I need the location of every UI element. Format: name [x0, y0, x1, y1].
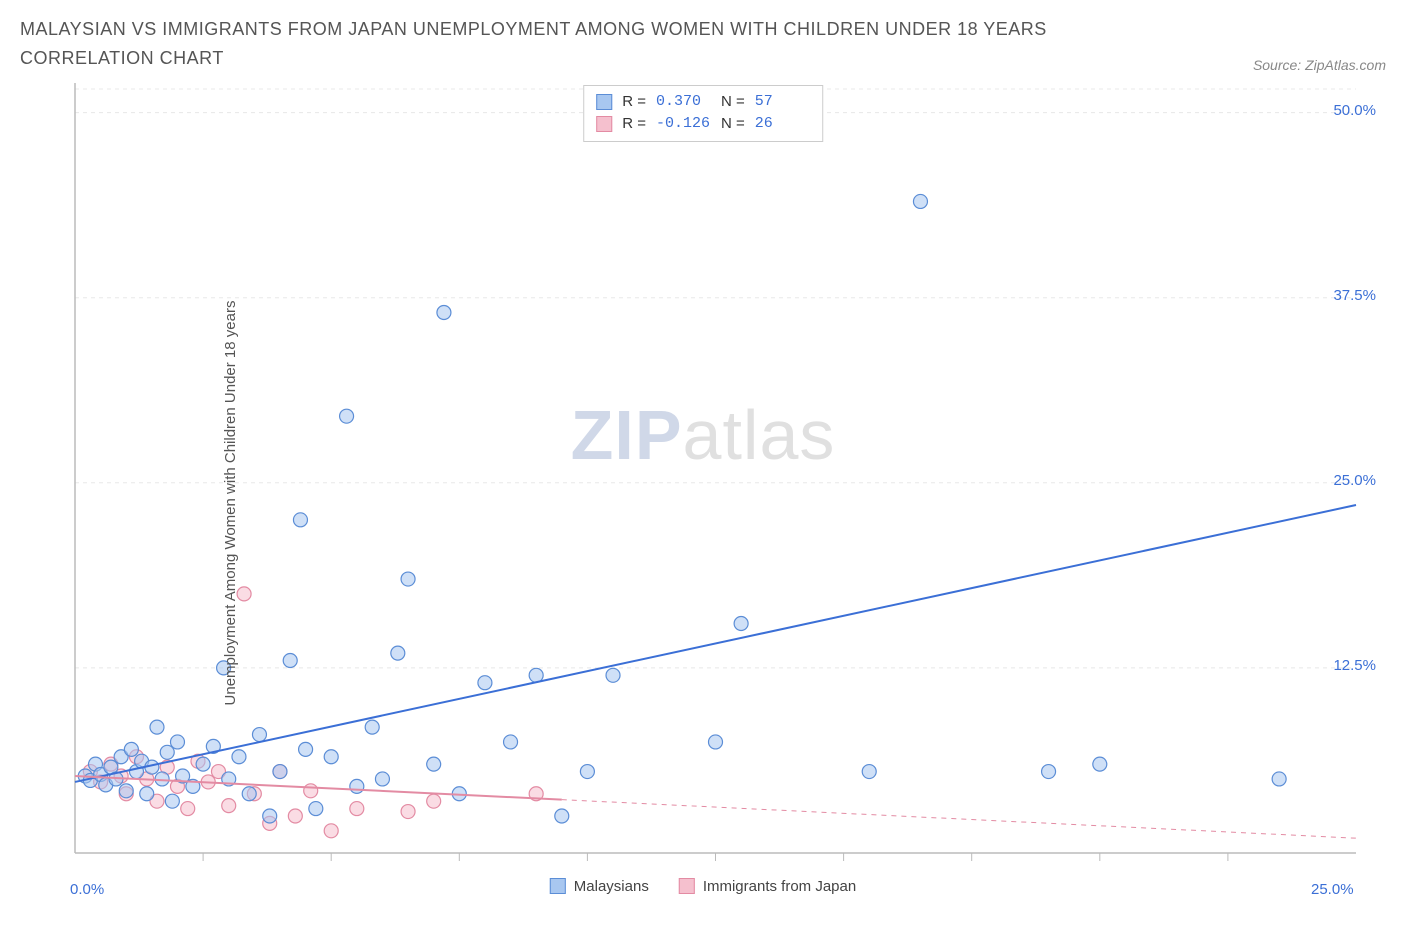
chart-title: MALAYSIAN VS IMMIGRANTS FROM JAPAN UNEMP… [20, 15, 1120, 73]
n-value-japan: 26 [755, 113, 810, 136]
legend-label-malaysians: Malaysians [574, 878, 649, 895]
stats-row-malaysians: R = 0.370 N = 57 [596, 91, 810, 114]
legend-item-japan: Immigrants from Japan [679, 878, 856, 895]
legend-label-japan: Immigrants from Japan [703, 878, 856, 895]
r-value-japan: -0.126 [656, 113, 711, 136]
swatch-malaysians [596, 94, 612, 110]
source-attribution: Source: ZipAtlas.com [1253, 57, 1386, 73]
y-tick-label: 12.5% [1333, 657, 1376, 674]
y-axis-label: Unemployment Among Women with Children U… [222, 300, 239, 705]
legend-swatch-japan [679, 878, 695, 894]
stats-box: R = 0.370 N = 57 R = -0.126 N = 26 [583, 85, 823, 142]
legend-swatch-malaysians [550, 878, 566, 894]
y-tick-label: 37.5% [1333, 287, 1376, 304]
n-value-malaysians: 57 [755, 91, 810, 114]
stats-row-japan: R = -0.126 N = 26 [596, 113, 810, 136]
bottom-legend: Malaysians Immigrants from Japan [550, 878, 856, 895]
y-tick-label: 50.0% [1333, 102, 1376, 119]
chart-container: Unemployment Among Women with Children U… [20, 83, 1386, 923]
x-tick-label: 25.0% [1311, 881, 1354, 898]
r-value-malaysians: 0.370 [656, 91, 711, 114]
y-tick-label: 25.0% [1333, 472, 1376, 489]
legend-item-malaysians: Malaysians [550, 878, 649, 895]
swatch-japan [596, 116, 612, 132]
x-tick-label: 0.0% [70, 881, 104, 898]
